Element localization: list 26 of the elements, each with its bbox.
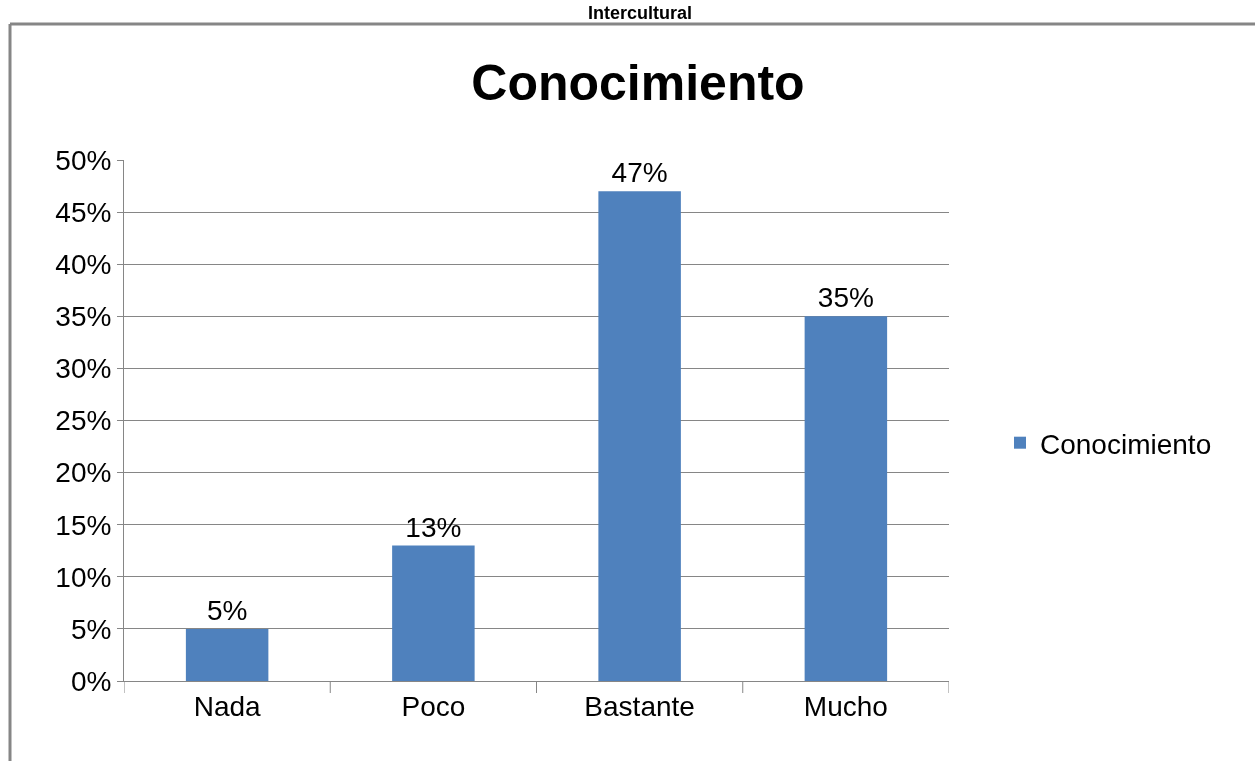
bar [804,316,888,681]
x-tick-label: Bastante [584,690,695,722]
y-tick-label: 30% [55,353,112,385]
y-tick-label: 15% [55,509,112,541]
y-tick-label: 20% [55,457,112,489]
bar [392,545,475,681]
y-tick-label: 45% [55,196,112,228]
text: Intercultural [588,3,693,23]
y-tick-label: 50% [55,144,112,176]
y-tick-label: 25% [55,405,112,437]
bar [598,191,681,681]
x-tick-label: Poco [401,690,466,722]
data-label: 13% [405,511,462,543]
legend-label: Conocimiento [1040,428,1212,460]
y-tick-label: 5% [70,613,112,645]
data-label: 47% [611,157,668,189]
x-tick-label: Mucho [803,690,888,722]
y-tick-label: 10% [55,561,112,593]
chart-title: Conocimiento [471,54,805,111]
y-tick-label: 40% [55,249,112,280]
bar [185,628,269,681]
data-label: 5% [206,594,248,626]
y-tick-label: 35% [55,301,112,333]
data-label: 35% [817,282,874,314]
x-tick-label: Nada [193,690,262,722]
y-tick-label: 0% [70,665,112,697]
